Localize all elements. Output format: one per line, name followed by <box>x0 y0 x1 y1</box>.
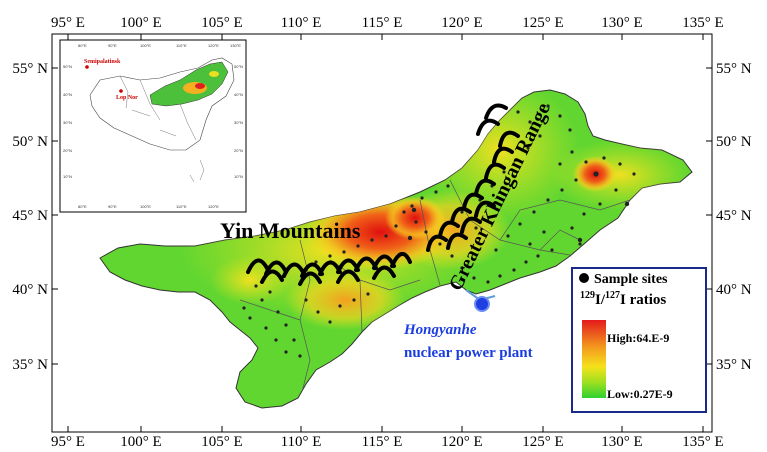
svg-text:120°E: 120°E <box>208 43 219 48</box>
yin-mountain-symbols <box>246 252 412 286</box>
left-lat-55: 55° N <box>12 61 48 77</box>
svg-text:10°N: 10°N <box>63 174 72 179</box>
top-lon-95: 95° E <box>51 15 85 31</box>
nuclear-plant-marker: Hongyanhe nuclear power plant <box>403 296 533 361</box>
bottom-axis: 95° E 100° E 105° E 110° E 115° E 120° E… <box>51 426 724 450</box>
top-lon-110: 110° E <box>281 15 322 31</box>
svg-text:30°N: 30°N <box>63 120 72 125</box>
legend-low: Low:0.27E-9 <box>607 387 673 401</box>
right-lat-55: 55° N <box>716 61 752 77</box>
top-lon-100: 100° E <box>120 15 161 31</box>
left-lat-35: 35° N <box>12 357 48 373</box>
legend-colorbar <box>582 320 606 398</box>
svg-text:20°N: 20°N <box>63 148 72 153</box>
top-lon-120: 120° E <box>441 15 482 31</box>
legend-ratio-i1: I/ <box>595 292 606 308</box>
svg-text:40°N: 40°N <box>63 92 72 97</box>
legend: Sample sites 129I/127I ratios High:64.E-… <box>571 267 707 413</box>
svg-text:50°N: 50°N <box>234 64 243 69</box>
svg-text:10°N: 10°N <box>234 174 243 179</box>
legend-high: High:64.E-9 <box>607 331 669 345</box>
svg-text:40°N: 40°N <box>234 92 243 97</box>
top-axis: 95° E 100° E 105° E 110° E 115° E 120° E… <box>51 15 724 40</box>
svg-text:120°E: 120°E <box>208 204 219 209</box>
bottom-lon-115: 115° E <box>362 434 403 450</box>
sample-sites <box>242 104 636 358</box>
svg-text:100°E: 100°E <box>140 43 151 48</box>
legend-ratio-i2: I ratios <box>620 292 666 308</box>
left-lat-50: 50° N <box>12 134 48 150</box>
legend-ratio-sup2: 127 <box>605 290 620 301</box>
svg-text:80°E: 80°E <box>78 43 87 48</box>
plant-icon <box>474 296 490 312</box>
svg-text:20°N: 20°N <box>234 148 243 153</box>
right-lat-50: 50° N <box>716 134 752 150</box>
inset-map: 80°E 90°E 100°E 110°E 120°E 130°E 50°N 40°N 30… <box>59 39 247 213</box>
bottom-lon-105: 105° E <box>201 434 242 450</box>
hotspot-center <box>385 196 445 240</box>
plant-name-label: Hongyanhe <box>403 322 477 338</box>
bottom-lon-130: 130° E <box>601 434 642 450</box>
top-lon-135: 135° E <box>682 15 723 31</box>
legend-ratio-title: 129I/127I ratios <box>580 290 666 308</box>
semipalatinsk-label: Semipalatinsk <box>84 59 121 65</box>
lop-nor-label: Lop Nor <box>116 95 138 101</box>
top-lon-105: 105° E <box>201 15 242 31</box>
left-lat-45: 45° N <box>12 208 48 224</box>
bottom-lon-120: 120° E <box>441 434 482 450</box>
khingan-mountain-symbols <box>426 103 520 252</box>
svg-text:30°N: 30°N <box>234 120 243 125</box>
right-lat-40: 40° N <box>716 282 752 298</box>
legend-ratio-sup1: 129 <box>580 290 595 301</box>
svg-text:80°E: 80°E <box>78 204 87 209</box>
semipalatinsk-marker <box>85 65 89 69</box>
svg-text:90°E: 90°E <box>108 43 117 48</box>
left-lat-40: 40° N <box>12 282 48 298</box>
svg-text:110°E: 110°E <box>176 43 187 48</box>
bottom-lon-125: 125° E <box>522 434 563 450</box>
svg-text:50°N: 50°N <box>63 64 72 69</box>
plant-type-label: nuclear power plant <box>404 345 533 361</box>
lop-nor-marker <box>119 89 123 93</box>
left-axis: 55° N 50° N 45° N 40° N 35° N <box>12 61 58 373</box>
legend-sample-sites: Sample sites <box>594 272 668 287</box>
top-lon-125: 125° E <box>522 15 563 31</box>
top-lon-130: 130° E <box>601 15 642 31</box>
svg-text:130°E: 130°E <box>230 43 241 48</box>
bottom-lon-135: 135° E <box>682 434 723 450</box>
right-lat-35: 35° N <box>716 357 752 373</box>
right-lat-45: 45° N <box>716 208 752 224</box>
bottom-lon-100: 100° E <box>120 434 161 450</box>
yin-mountains-label: Yin Mountains <box>220 218 361 243</box>
svg-text:90°E: 90°E <box>108 204 117 209</box>
sample-site-dot-icon <box>579 273 589 283</box>
svg-text:110°E: 110°E <box>176 204 187 209</box>
bottom-lon-95: 95° E <box>51 434 85 450</box>
right-axis: 55° N 50° N 45° N 40° N 35° N <box>706 61 752 373</box>
top-lon-115: 115° E <box>362 15 403 31</box>
bottom-lon-110: 110° E <box>281 434 322 450</box>
svg-text:100°E: 100°E <box>140 204 151 209</box>
